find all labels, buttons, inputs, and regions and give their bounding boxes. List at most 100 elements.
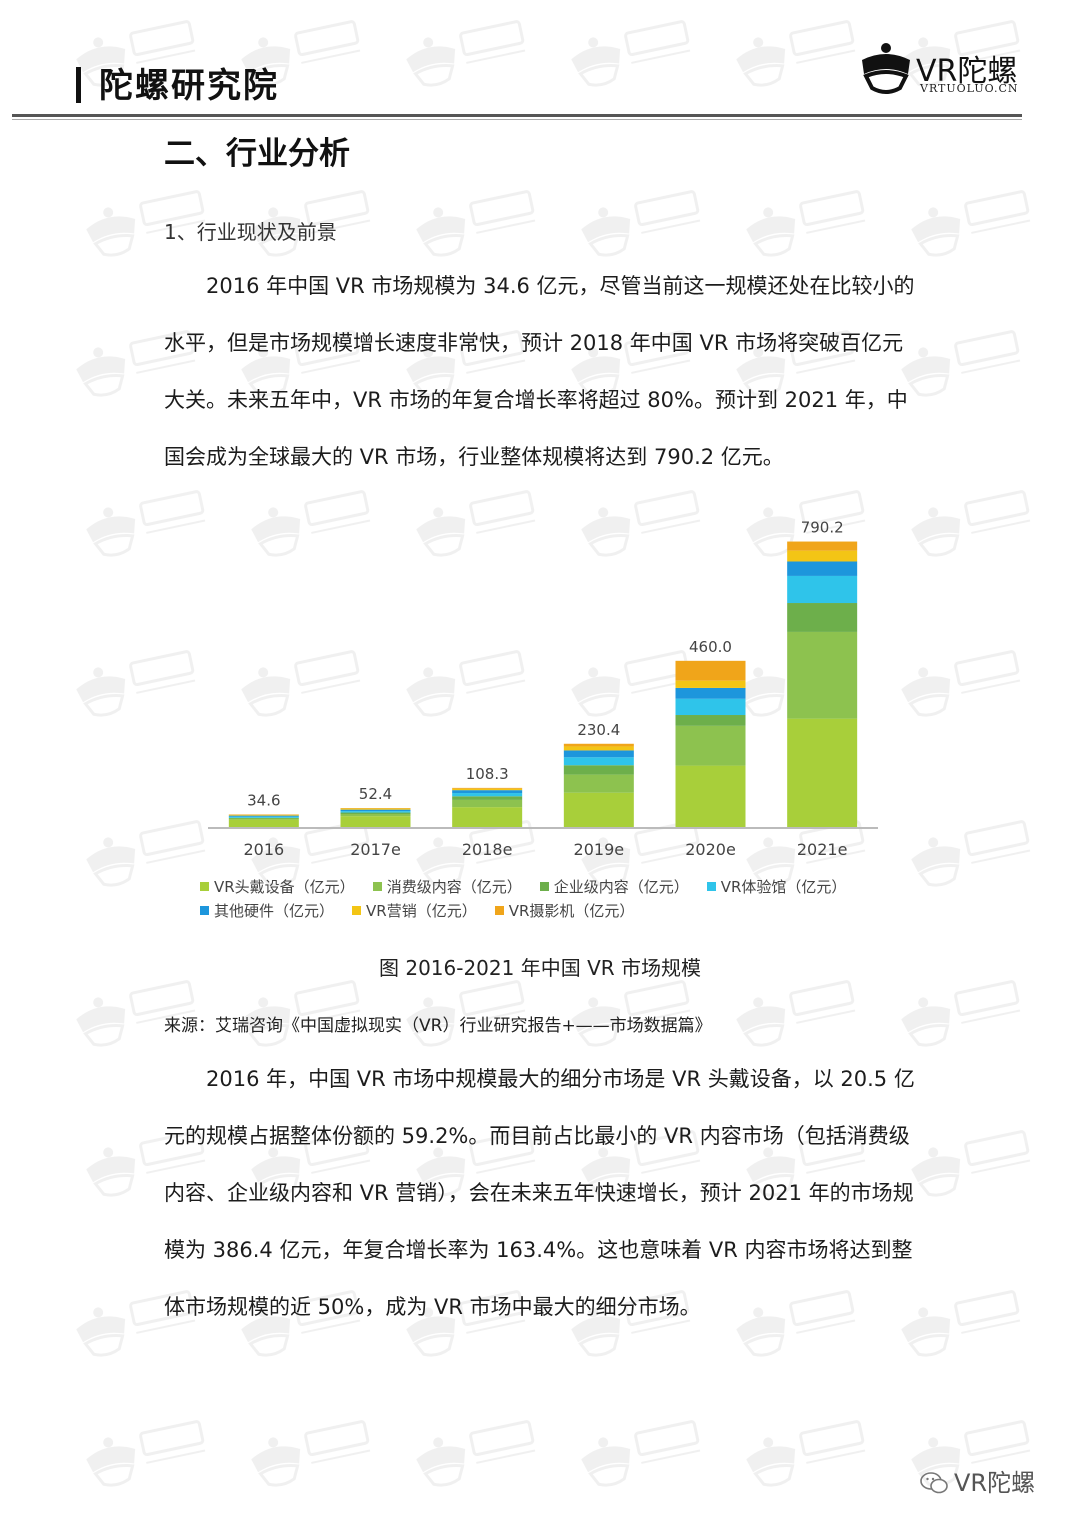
- legend-swatch: [200, 906, 209, 915]
- bar-segment-2019e-5: [563, 746, 634, 751]
- watermark-logo: [746, 190, 866, 257]
- bar-segment-2016-3: [228, 816, 299, 818]
- vr-market-stacked-bar-chart: 34.6 2016 52.4 2017e 108.3 2018e 230.4 2019e 460…: [208, 519, 878, 859]
- bar-segment-2019e-1: [563, 774, 634, 793]
- legend-item: VR营销（亿元）: [352, 900, 477, 921]
- x-tick-label-2017e: 2017e: [350, 840, 401, 859]
- bar-segment-2016-0: [228, 819, 299, 827]
- legend-row: 其他硬件（亿元） VR营销（亿元） VR摄影机（亿元）: [200, 900, 900, 924]
- watermark-logo: [251, 1420, 371, 1487]
- legend-swatch: [494, 906, 504, 915]
- bar-segment-2021e-0: [787, 718, 858, 827]
- bar-segment-2019e-6: [563, 743, 634, 747]
- bar-segment-2020e-4: [675, 687, 746, 699]
- data-label-2019e: 230.4: [577, 721, 620, 739]
- legend-label: 消费级内容（亿元）: [386, 878, 522, 896]
- legend-label: 企业级内容（亿元）: [553, 878, 689, 896]
- legend-swatch: [352, 906, 362, 915]
- header-bar: [76, 67, 81, 103]
- logo-text: VR陀螺: [916, 54, 1018, 89]
- bar-segment-2019e-0: [563, 792, 634, 827]
- bar-segment-2020e-6: [675, 660, 746, 681]
- bar-segment-2019e-2: [563, 765, 634, 775]
- header-title-text: 陀螺研究院: [99, 66, 279, 106]
- x-tick-label-2021e: 2021e: [797, 840, 848, 859]
- gyroscope-icon: [862, 43, 910, 94]
- bar-segment-2017e-5: [340, 808, 411, 810]
- legend-swatch: [706, 882, 716, 891]
- x-tick-label-2016: 2016: [243, 840, 284, 859]
- x-tick-label-2020e: 2020e: [685, 840, 736, 859]
- legend-label: VR体验馆（亿元）: [720, 878, 847, 896]
- bar-segment-2020e-0: [675, 765, 746, 827]
- x-tick-label-2018e: 2018e: [462, 840, 513, 859]
- legend-item: 企业级内容（亿元）: [539, 876, 689, 897]
- header-rule-thin: [12, 119, 1022, 120]
- data-label-2017e: 52.4: [359, 785, 392, 803]
- bar-segment-2020e-2: [675, 715, 746, 726]
- watermark-logo: [911, 1130, 1031, 1197]
- bar-segment-2018e-3: [452, 793, 523, 797]
- bar-segment-2016-6: [228, 814, 299, 816]
- section-title: 二、行业分析: [164, 136, 350, 172]
- bar-segment-2018e-6: [452, 787, 523, 789]
- data-label-2020e: 460.0: [689, 638, 732, 656]
- paragraph-2-text: 2016 年，中国 VR 市场中规模最大的细分市场是 VR 头戴设备，以 20.…: [164, 1067, 915, 1319]
- bar-segment-2017e-4: [340, 809, 411, 812]
- watermark-logo: [406, 20, 526, 87]
- watermark-logo: [911, 820, 1031, 887]
- watermark-logo: [581, 190, 701, 257]
- bar-segment-2017e-2: [340, 812, 411, 814]
- watermark-logo: [571, 20, 691, 87]
- bar-segment-2021e-5: [787, 550, 858, 562]
- legend-item: VR体验馆（亿元）: [706, 876, 847, 897]
- paragraph-market-size: 2016 年中国 VR 市场规模为 34.6 亿元，尽管当前这一规模还处在比较小…: [164, 258, 924, 486]
- x-tick-label-2019e: 2019e: [574, 840, 625, 859]
- bar-segment-2017e-1: [340, 813, 411, 817]
- bar-segment-2018e-5: [452, 788, 523, 791]
- header-title: 陀螺研究院: [76, 58, 279, 107]
- legend-swatch: [372, 882, 382, 891]
- legend-item: VR头戴设备（亿元）: [200, 876, 355, 897]
- bar-segment-2021e-3: [787, 575, 858, 604]
- legend-item: 消费级内容（亿元）: [372, 876, 522, 897]
- chart-legend: VR头戴设备（亿元） 消费级内容（亿元） 企业级内容（亿元） VR体验馆（亿元） 其他…: [200, 876, 900, 924]
- legend-row: VR头戴设备（亿元） 消费级内容（亿元） 企业级内容（亿元） VR体验馆（亿元）: [200, 876, 900, 900]
- bar-segment-2019e-3: [563, 757, 634, 766]
- vr-tuoluo-logo: VR陀螺 VRTUOLUO.CN: [858, 40, 1028, 100]
- bar-segment-2021e-6: [787, 541, 858, 551]
- bar-segment-2016-5: [228, 814, 299, 816]
- watermark-logo: [416, 1420, 536, 1487]
- watermark-logo: [581, 1420, 701, 1487]
- bar-segment-2017e-0: [340, 816, 411, 827]
- data-label-2018e: 108.3: [466, 765, 509, 783]
- data-label-2021e: 790.2: [801, 519, 844, 537]
- legend-label: VR摄影机（亿元）: [508, 902, 635, 920]
- bar-segment-2018e-2: [452, 796, 523, 800]
- logo-subtext: VRTUOLUO.CN: [920, 82, 1019, 95]
- paragraph-segments: 2016 年，中国 VR 市场中规模最大的细分市场是 VR 头戴设备，以 20.…: [164, 1051, 924, 1336]
- bar-segment-2017e-6: [340, 808, 411, 809]
- figure-caption: 图 2016-2021 年中国 VR 市场规模: [378, 956, 702, 980]
- bar-segment-2017e-3: [340, 811, 411, 813]
- legend-label: VR营销（亿元）: [366, 902, 477, 920]
- bar-segment-2020e-3: [675, 698, 746, 716]
- watermark-logo: [901, 650, 1021, 717]
- legend-label: 其他硬件（亿元）: [214, 902, 335, 920]
- bar-segment-2016-2: [228, 817, 299, 819]
- watermark-logo: [736, 980, 856, 1047]
- watermark-logo: [911, 490, 1031, 557]
- bar-segment-2016-4: [228, 815, 299, 817]
- bar-segment-2020e-5: [675, 680, 746, 688]
- subsection-title: 1、行业现状及前景: [164, 220, 337, 244]
- bar-segment-2018e-1: [452, 799, 523, 808]
- bar-segment-2018e-4: [452, 790, 523, 794]
- legend-swatch: [539, 882, 549, 891]
- watermark-logo: [911, 190, 1031, 257]
- bar-segment-2021e-1: [787, 631, 858, 719]
- bar-segment-2020e-1: [675, 725, 746, 766]
- data-label-2016: 34.6: [247, 792, 280, 810]
- bar-segment-2021e-2: [787, 603, 858, 632]
- legend-label: VR头戴设备（亿元）: [214, 878, 355, 896]
- header-rule: [12, 114, 1022, 117]
